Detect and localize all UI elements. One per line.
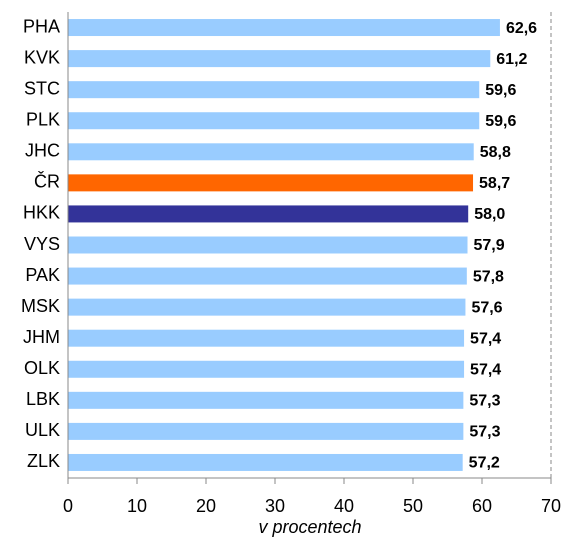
x-tick-label: 50 xyxy=(403,496,423,516)
value-label: 59,6 xyxy=(485,113,516,130)
value-label: 62,6 xyxy=(506,20,537,37)
y-tick-label: VYS xyxy=(24,234,60,254)
x-tick-label: 60 xyxy=(472,496,492,516)
value-label: 57,4 xyxy=(470,330,501,347)
value-label: 61,2 xyxy=(496,51,527,68)
y-tick-label: OLK xyxy=(24,358,60,378)
value-label: 57,4 xyxy=(470,361,501,378)
x-tick-label: 70 xyxy=(541,496,561,516)
value-label: 57,6 xyxy=(471,299,502,316)
bar xyxy=(68,112,480,130)
y-tick-label: JHM xyxy=(23,327,60,347)
bar xyxy=(68,391,464,409)
x-tick-label: 20 xyxy=(196,496,216,516)
bar xyxy=(68,50,491,68)
bar xyxy=(68,19,500,37)
y-tick-label: ZLK xyxy=(27,451,60,471)
bar xyxy=(68,453,463,471)
bar xyxy=(68,236,468,254)
bar xyxy=(68,329,465,347)
value-label: 57,3 xyxy=(469,424,500,441)
value-label: 57,8 xyxy=(473,268,504,285)
y-tick-label: KVK xyxy=(24,47,60,67)
value-label: 57,3 xyxy=(469,393,500,410)
x-axis-title: v procentech xyxy=(258,517,361,537)
value-label: 57,2 xyxy=(469,455,500,472)
x-tick-label: 10 xyxy=(127,496,147,516)
bar xyxy=(68,81,480,99)
value-label: 58,8 xyxy=(480,144,511,161)
y-tick-label: PAK xyxy=(25,265,60,285)
bar xyxy=(68,267,467,285)
value-label: 57,9 xyxy=(474,237,505,254)
x-tick-label: 40 xyxy=(334,496,354,516)
y-tick-label: JHC xyxy=(25,141,60,161)
y-tick-label: HKK xyxy=(23,203,60,223)
bar xyxy=(68,143,474,161)
y-tick-label: ČR xyxy=(34,171,60,192)
bar xyxy=(68,298,466,316)
y-tick-label: MSK xyxy=(21,296,60,316)
x-tick-label: 30 xyxy=(265,496,285,516)
y-tick-label: ULK xyxy=(25,420,60,440)
value-label: 58,7 xyxy=(479,175,510,192)
y-tick-label: PLK xyxy=(26,109,60,129)
value-label: 59,6 xyxy=(485,82,516,99)
y-tick-label: STC xyxy=(24,78,60,98)
value-label: 58,0 xyxy=(474,206,505,223)
bar xyxy=(68,360,465,378)
y-tick-label: LBK xyxy=(26,389,60,409)
bar xyxy=(68,205,469,223)
x-tick-label: 0 xyxy=(63,496,73,516)
bar xyxy=(68,174,474,192)
y-tick-label: PHA xyxy=(23,16,60,36)
bar xyxy=(68,422,464,440)
